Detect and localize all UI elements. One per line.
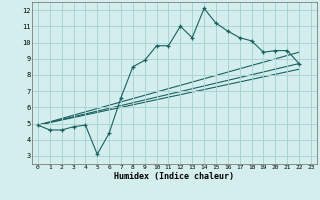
X-axis label: Humidex (Indice chaleur): Humidex (Indice chaleur) [115,172,234,181]
